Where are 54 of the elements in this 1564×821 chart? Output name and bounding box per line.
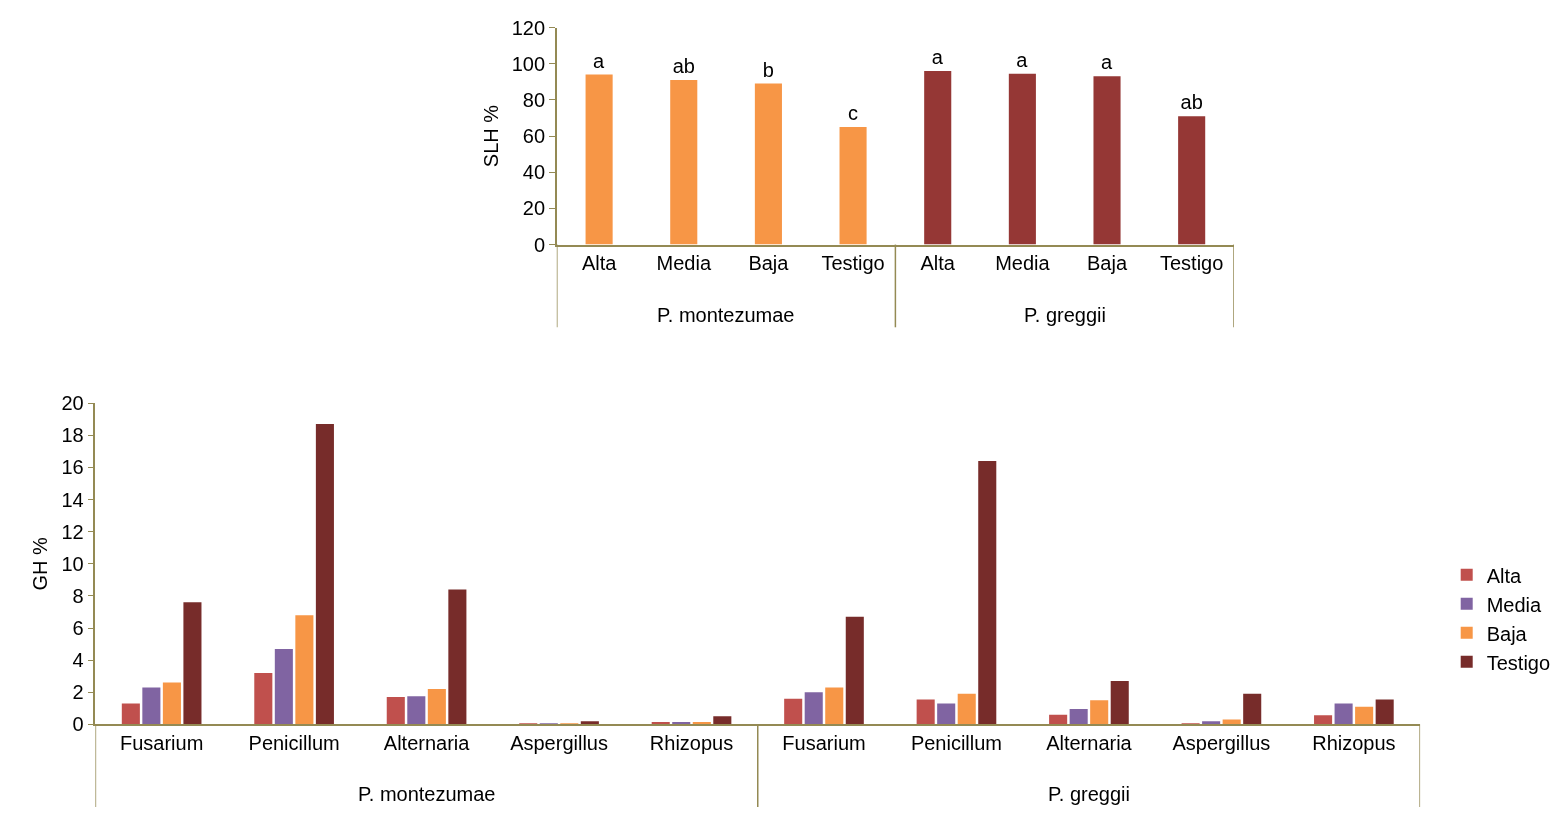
y-tick-label: 18 [61,424,84,447]
y-tick-label: 4 [72,649,84,672]
y-axis-title: SLH % [479,104,502,168]
y-tick-label: 60 [522,125,546,148]
y-tick-label: 100 [511,52,546,75]
x-tick-label: Baja [748,252,790,275]
x-tick-label: Alta [581,252,618,275]
y-tick-label: 2 [72,681,84,704]
data-label: a [1016,48,1029,71]
x-tick-label: Testigo [821,252,885,275]
y-tick-label: 8 [72,584,84,607]
x-tick-label: Fusarium [782,732,866,755]
data-label: a [593,49,606,72]
x-tick-label: Baja [1087,252,1128,275]
x-tick-label: Media [656,252,712,275]
data-label: a [931,45,944,68]
x-tick-label: Penicillum [910,732,1003,755]
x-tick-label: Rhizopus [1312,732,1396,755]
data-label: ab [672,54,695,77]
y-axis-title: GH % [29,536,52,591]
y-tick-label: 40 [522,161,546,184]
text: P. greggii [1048,783,1130,805]
legend-label: Media [1486,593,1543,616]
y-tick-label: 12 [61,520,84,543]
text: P. montezumae [358,783,496,805]
x-tick-label: Fusarium [119,732,204,755]
y-tick-label: 14 [61,488,84,511]
y-tick-label: 120 [511,16,546,39]
x-tick-label: Media [995,252,1051,275]
y-tick-label: 6 [72,617,84,640]
x-tick-label: Aspergillus [510,732,608,755]
x-tick-label: Testigo [1159,252,1224,275]
x-tick-label: Penicillum [248,732,340,755]
data-label: c [848,102,859,125]
text: P. montezumae [657,304,795,326]
legend-label: Baja [1486,622,1528,645]
x-tick-label: Alta [920,252,956,275]
x-tick-label: Alternaria [383,732,471,755]
y-tick-label: 0 [533,233,546,256]
legend-label: Alta [1486,564,1523,587]
data-label: ab [1180,91,1203,114]
x-tick-label: Rhizopus [649,732,734,755]
x-tick-label: Aspergillus [1172,732,1271,755]
legend-label: Testigo [1486,651,1551,674]
y-tick-label: 10 [61,552,84,575]
y-tick-label: 0 [72,713,84,736]
text: P. greggii [1024,304,1106,326]
y-tick-label: 80 [522,88,546,111]
data-label: a [1101,51,1114,74]
x-tick-label: Alternaria [1046,732,1133,755]
y-tick-label: 20 [61,392,84,415]
y-tick-label: 16 [61,456,84,479]
y-tick-label: 20 [522,197,546,220]
data-label: b [762,58,774,81]
